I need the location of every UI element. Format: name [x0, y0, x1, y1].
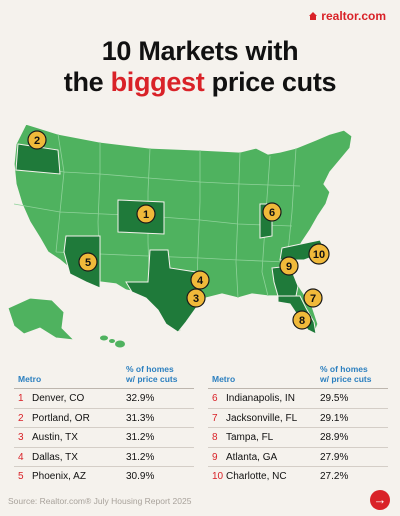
- table-row: 5 Phoenix, AZ 30.9%: [18, 471, 155, 482]
- table-row: 6 Indianapolis, IN 29.5%: [208, 389, 388, 409]
- table-header: Metro % of homes w/ price cuts: [14, 360, 194, 389]
- state-hawaii: [100, 335, 125, 348]
- svg-text:4: 4: [197, 275, 204, 287]
- logo-text: realtor.com: [321, 9, 386, 23]
- title-highlight: biggest: [110, 67, 205, 97]
- source-note: Source: Realtor.com® July Housing Report…: [8, 496, 192, 506]
- table-row: 10 Charlotte, NC 27.2%: [212, 471, 349, 482]
- state-oregon: [15, 143, 61, 175]
- house-icon: [309, 12, 318, 20]
- header-pct: % of homes w/ price cuts: [320, 364, 372, 384]
- page-title: 10 Markets with the biggest price cuts: [0, 36, 400, 98]
- map-badge-4: 4: [190, 270, 210, 290]
- svg-text:2: 2: [34, 135, 40, 147]
- table-row: 1 Denver, CO 32.9%: [14, 389, 194, 409]
- table-row: 9 Atlanta, GA 27.9%: [208, 448, 388, 467]
- table-column-left: Metro % of homes w/ price cuts 1 Denver, C…: [14, 360, 194, 486]
- map-badge-7: 7: [303, 288, 323, 308]
- svg-text:7: 7: [310, 293, 316, 305]
- map-badge-9: 9: [279, 256, 299, 276]
- header-metro: Metro: [212, 374, 236, 384]
- svg-text:8: 8: [299, 315, 305, 327]
- map-badge-5: 5: [78, 252, 98, 272]
- state-alaska: [7, 297, 76, 341]
- table-row: 8 Tampa, FL 28.9%: [208, 428, 388, 448]
- table-row: 3 Austin, TX 31.2%: [14, 428, 194, 448]
- realtor-logo: realtor.com: [308, 9, 386, 23]
- map-badge-3: 3: [186, 288, 206, 308]
- title-line-1: 10 Markets with: [101, 36, 299, 66]
- table-row: 2 Portland, OR 31.3%: [14, 409, 194, 428]
- map-badge-1: 1: [136, 204, 156, 224]
- arrow-right-icon[interactable]: →: [370, 490, 390, 510]
- table-header: Metro % of homes w/ price cuts: [208, 360, 388, 389]
- svg-text:1: 1: [143, 209, 149, 221]
- title-line-2: the biggest price cuts: [63, 67, 337, 97]
- table-column-right: Metro % of homes w/ price cuts 6 Indianapo…: [208, 360, 388, 486]
- map-badge-8: 8: [292, 310, 312, 330]
- svg-text:9: 9: [286, 261, 292, 273]
- svg-text:3: 3: [193, 293, 199, 305]
- svg-text:6: 6: [269, 207, 275, 219]
- svg-text:10: 10: [313, 249, 325, 261]
- map-badge-2: 2: [27, 130, 47, 150]
- header-pct: % of homes w/ price cuts: [126, 364, 178, 384]
- svg-text:5: 5: [85, 257, 91, 269]
- table-row: 7 Jacksonville, FL 29.1%: [208, 409, 388, 428]
- map-badge-6: 6: [262, 202, 282, 222]
- header-metro: Metro: [18, 374, 42, 384]
- table-row: 4 Dallas, TX 31.2%: [14, 448, 194, 467]
- us-map: 1 2 3 4 5 6 7 8 9 10: [7, 123, 353, 348]
- state-texas: [125, 249, 201, 333]
- map-badge-10: 10: [308, 243, 330, 265]
- state-borders: [13, 133, 301, 309]
